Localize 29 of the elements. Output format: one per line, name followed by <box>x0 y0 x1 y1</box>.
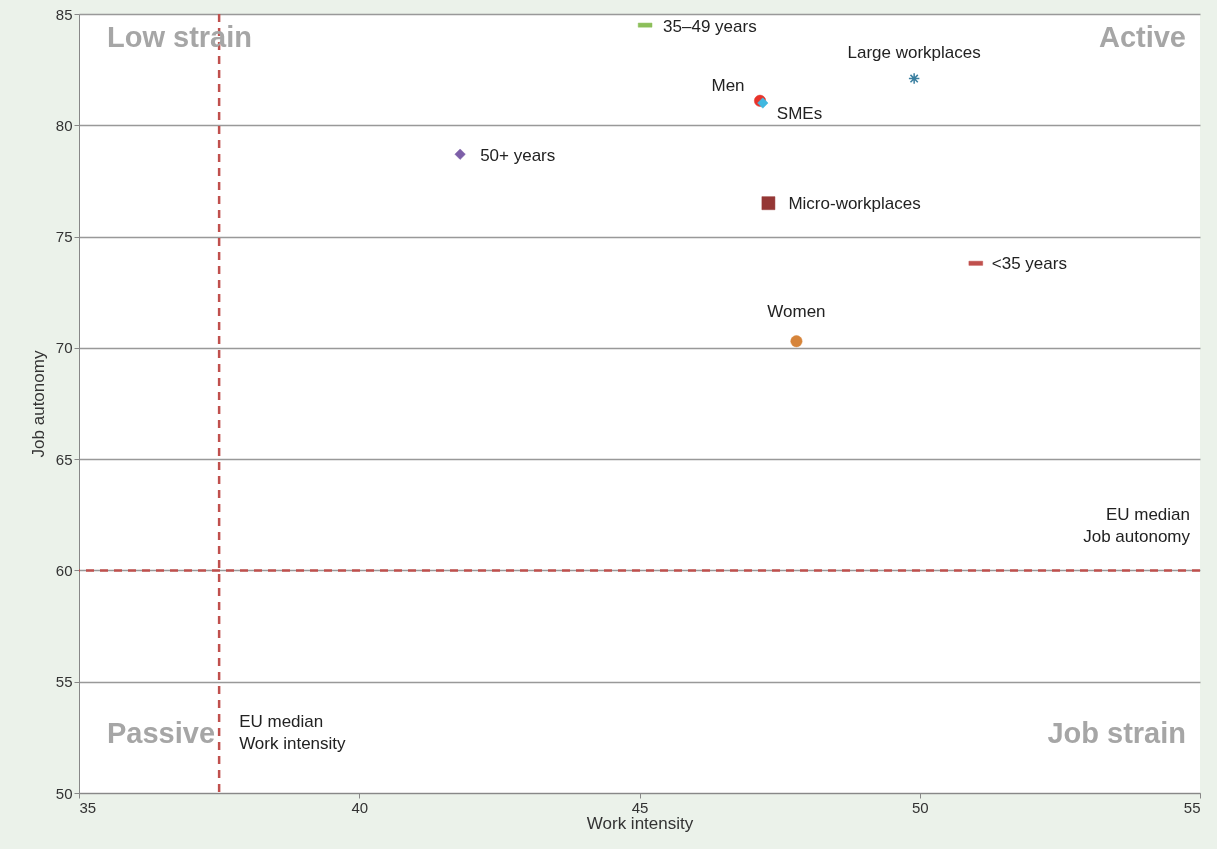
annotation: Low strain <box>107 21 253 53</box>
ref-line-label: EU median Work intensity <box>239 712 347 753</box>
series-label: 50+ years <box>480 146 556 166</box>
y-tick-label: 85 <box>55 5 73 23</box>
y-tick-label: 70 <box>55 339 73 357</box>
y-tick-label: 50 <box>55 784 73 802</box>
annotation: Passive <box>107 717 216 749</box>
series-label: Large workplaces <box>847 42 981 62</box>
y-tick-label: 80 <box>55 116 73 134</box>
x-tick-label: 35 <box>79 798 97 816</box>
series-label: Men <box>711 75 745 95</box>
series-label: <35 years <box>991 254 1067 274</box>
series-label: Micro-workplaces <box>788 194 921 214</box>
series-label: SMEs <box>776 104 823 124</box>
y-axis-title: Job autonomy <box>28 350 48 458</box>
x-tick-label: 50 <box>911 798 929 816</box>
annotation: Job strain <box>1047 717 1186 749</box>
series-label: Women <box>767 302 826 322</box>
annotation: Active <box>1098 21 1186 53</box>
y-tick-label: 65 <box>55 450 73 468</box>
y-tick-label: 75 <box>55 228 73 246</box>
x-tick-label: 40 <box>351 798 369 816</box>
x-tick-label: 55 <box>1183 798 1201 816</box>
series-label: 35–49 years <box>663 17 757 37</box>
y-tick-label: 55 <box>55 673 73 691</box>
y-tick-label: 60 <box>55 561 73 579</box>
ref-line-label: EU median Job autonomy <box>1083 505 1191 547</box>
x-tick-label: 45 <box>631 798 649 816</box>
x-axis-title: Work intensity <box>586 813 694 833</box>
